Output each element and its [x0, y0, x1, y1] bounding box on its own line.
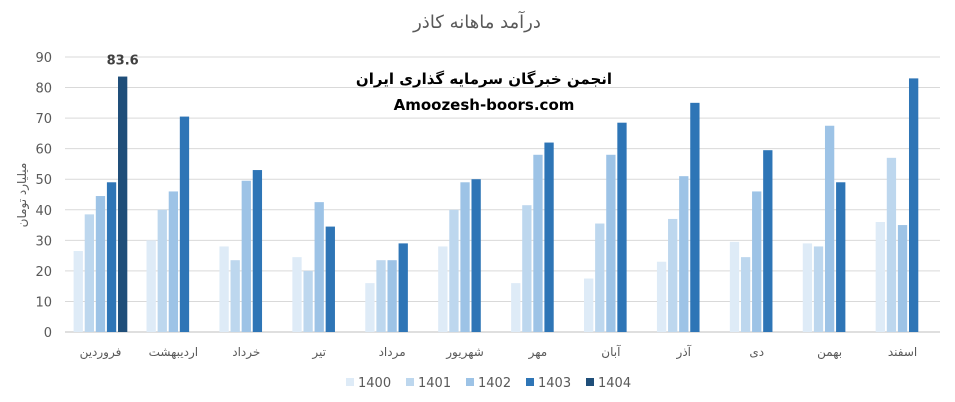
bar-1402: [387, 260, 397, 332]
y-tick-label: 60: [35, 143, 52, 158]
y-tick-label: 70: [35, 112, 52, 127]
y-tick-label: 0: [44, 326, 52, 341]
bar-1403: [471, 179, 481, 332]
x-category-label: دی: [749, 345, 764, 359]
bar-1402: [679, 176, 689, 332]
chart-title: درآمد ماهانه کاذر: [412, 10, 541, 33]
x-category-label: خرداد: [232, 345, 260, 360]
legend: 1400 1401 1402 1403 1404: [346, 376, 631, 391]
y-tick-label: 20: [35, 265, 52, 280]
bar-1402: [533, 154, 543, 332]
bar-1401: [522, 205, 532, 332]
watermark-line-2: Amoozesh-boors.com: [394, 96, 575, 114]
bar-1401: [303, 270, 313, 332]
bar-1403: [179, 116, 190, 332]
bar-1401: [376, 260, 386, 332]
bar-1400: [656, 261, 667, 332]
bar-1401: [230, 260, 240, 332]
y-axis-label: میلیارد تومان: [15, 163, 30, 228]
x-category-label: بهمن: [817, 345, 842, 360]
legend-label: 1403: [538, 376, 571, 391]
y-tick-label: 50: [35, 173, 52, 188]
x-category-label: تیر: [311, 345, 326, 360]
bar-1401: [157, 209, 167, 332]
y-tick-label: 40: [35, 204, 52, 219]
bar-1400: [438, 246, 448, 332]
bar-1400: [73, 251, 83, 332]
y-tick-label: 30: [35, 234, 52, 249]
bar-1401: [740, 257, 751, 332]
bar-1403: [106, 182, 117, 332]
bar-1404: [118, 76, 128, 332]
bar-1400: [875, 222, 885, 332]
bar-1402: [95, 196, 106, 332]
bar-1402: [824, 125, 835, 332]
bar-1402: [241, 180, 251, 332]
legend-label: 1402: [478, 376, 511, 391]
bar-1402: [752, 191, 762, 332]
x-category-label: آبان: [601, 344, 621, 359]
bar-1400: [511, 283, 521, 332]
legend-swatch: [526, 378, 534, 386]
bar-1400: [802, 243, 813, 332]
bar-1402: [606, 154, 616, 332]
bar-1401: [886, 157, 897, 332]
bar-1400: [584, 278, 594, 332]
legend-swatch: [586, 378, 594, 386]
bar-1400: [292, 257, 302, 332]
bar-1402: [314, 202, 324, 332]
x-category-label: آذر: [676, 344, 692, 360]
bar-1401: [84, 214, 95, 332]
bar-1403: [908, 78, 919, 332]
x-axis-categories: فروردین اردیبهشت خرداد تیر مرداد شهریور مهر آبا…: [80, 344, 918, 360]
bar-1401: [449, 209, 459, 332]
x-category-label: اسفند: [888, 345, 917, 359]
bar-1402: [897, 225, 908, 332]
gridlines: [65, 56, 940, 333]
y-tick-label: 10: [35, 295, 52, 310]
x-category-label: شهریور: [445, 345, 484, 360]
legend-swatch: [466, 378, 474, 386]
bar-1403: [690, 102, 700, 332]
bar-1401: [813, 246, 824, 332]
legend-label: 1401: [418, 376, 451, 391]
bar-1402: [168, 191, 179, 332]
legend-label: 1400: [358, 376, 391, 391]
bar-1401: [668, 218, 678, 332]
bar-1400: [729, 241, 740, 332]
legend-swatch: [406, 378, 414, 386]
bar-1400: [146, 240, 156, 332]
bar-1401: [595, 223, 605, 332]
y-tick-label: 80: [35, 82, 52, 97]
bar-1403: [617, 122, 627, 332]
x-category-label: فروردین: [80, 345, 122, 360]
bar-1402: [460, 182, 470, 332]
legend-swatch: [346, 378, 354, 386]
bar-1400: [365, 283, 375, 332]
y-axis-ticks: 0 10 20 30 40 50 60 70 80 90: [35, 51, 52, 341]
bar-1403: [836, 182, 846, 332]
bar-1400: [219, 246, 229, 332]
bar-1403: [763, 150, 773, 332]
x-category-label: مهر: [528, 345, 548, 360]
x-category-label: مرداد: [379, 345, 406, 360]
data-label: 83.6: [107, 54, 139, 69]
bar-1403: [252, 170, 263, 332]
watermark-line-1: انجمن خبرگان سرمایه گذاری ایران: [356, 70, 612, 88]
bar-1403: [398, 243, 408, 332]
bars: [73, 76, 919, 332]
legend-label: 1404: [598, 376, 631, 391]
x-category-label: اردیبهشت: [149, 345, 198, 360]
bar-1403: [325, 226, 335, 332]
bar-1403: [544, 142, 554, 332]
y-tick-label: 90: [35, 51, 52, 66]
data-labels: 83.6: [107, 54, 139, 69]
